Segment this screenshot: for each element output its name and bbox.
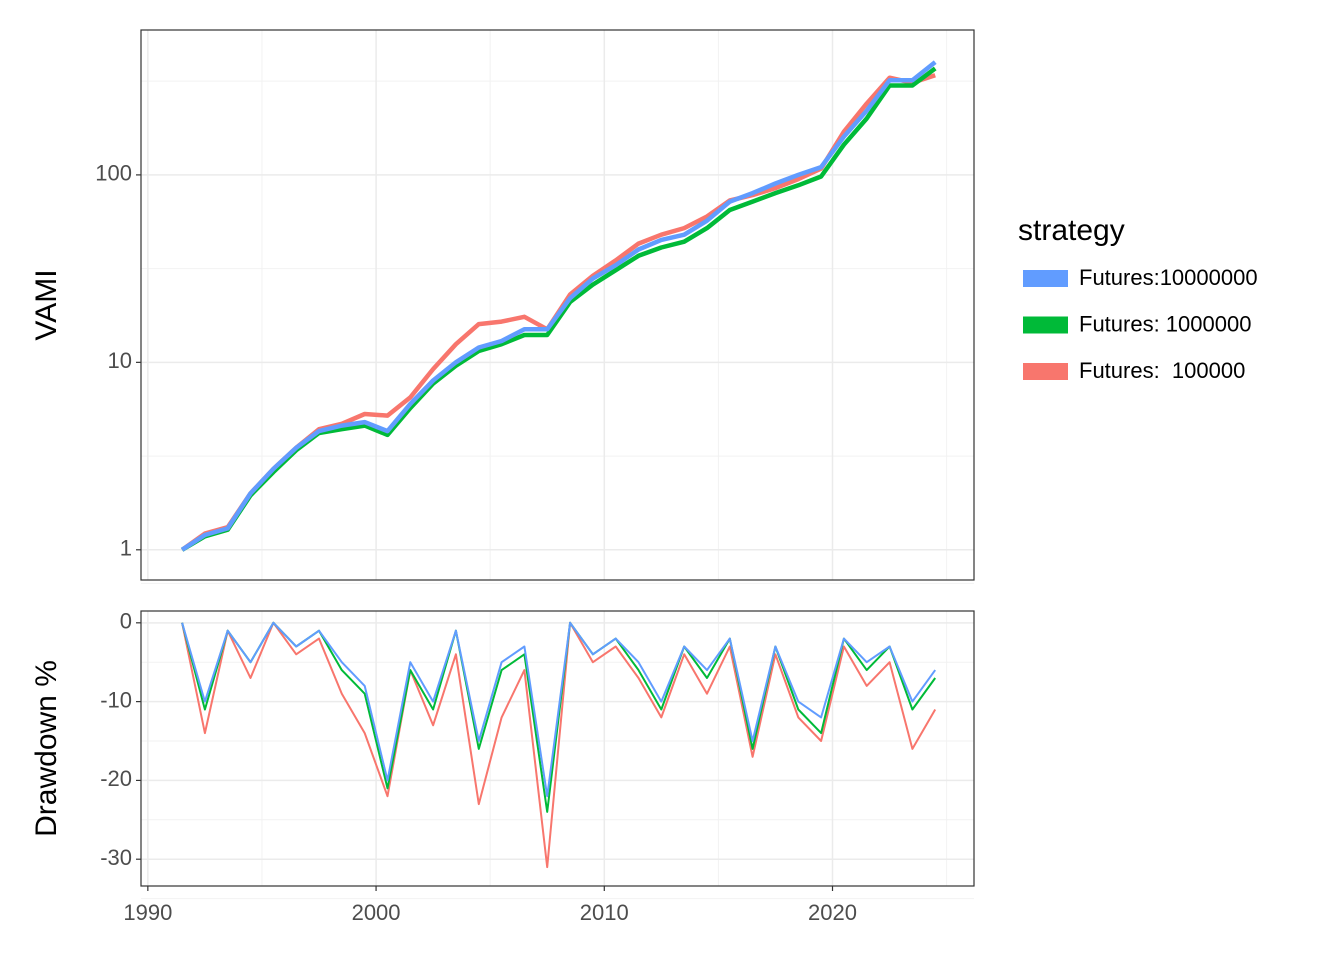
- legend-key: [1023, 270, 1068, 287]
- y-tick-label: 0: [120, 609, 132, 634]
- legend-title: strategy: [1018, 214, 1125, 247]
- panel-border: [140, 29, 975, 581]
- x-tick-label: 1990: [123, 900, 172, 925]
- panel-background: [141, 30, 974, 580]
- y-axis-title: Drawdown %: [30, 660, 63, 837]
- x-tick-label: 2020: [808, 900, 857, 925]
- series-line: [181, 621, 937, 869]
- legend-key: [1023, 363, 1068, 380]
- y-tick-label: 1: [120, 536, 132, 561]
- legend-label: Futures:10000000: [1079, 265, 1258, 290]
- y-tick-label: -10: [100, 687, 132, 712]
- legend-key: [1023, 316, 1068, 334]
- y-tick-label: 10: [108, 348, 132, 373]
- y-tick-label: -20: [100, 766, 132, 791]
- y-axis-title: VAMI: [30, 269, 63, 340]
- series-line: [180, 60, 937, 552]
- legend-label: Futures: 100000: [1079, 358, 1245, 383]
- panel-border: [140, 610, 975, 887]
- y-tick-label: 100: [95, 161, 132, 186]
- legend-label: Futures: 1000000: [1079, 311, 1251, 336]
- x-tick-label: 2010: [580, 900, 629, 925]
- x-tick-label: 2000: [352, 900, 401, 925]
- y-tick-label: -30: [100, 845, 132, 870]
- series-line: [181, 621, 937, 798]
